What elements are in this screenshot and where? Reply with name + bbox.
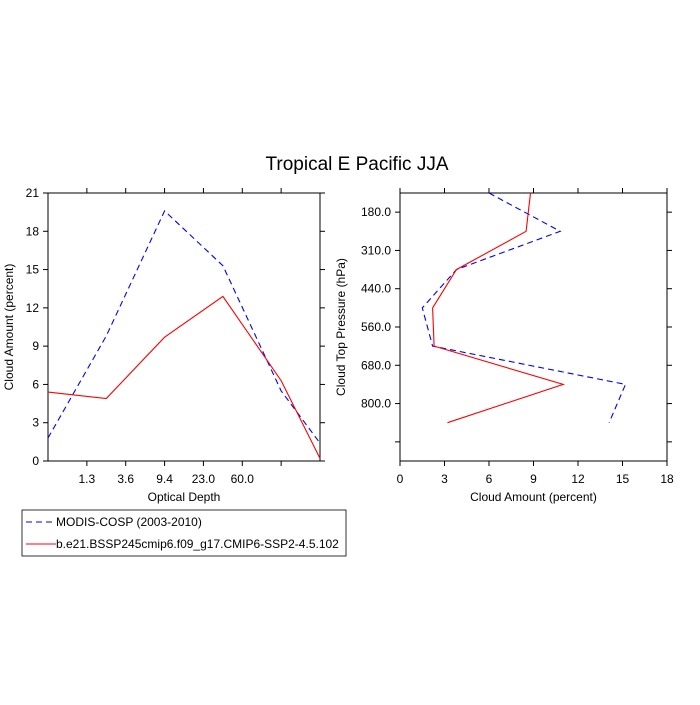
y-tick-label: 440.0 — [361, 282, 391, 296]
y-tick-label: 0 — [32, 454, 39, 468]
cloud-top-pressure-panel: 0 3 6 9 12 15 18 180.0 310.0 440.0 560.0 680.0 800.0… — [334, 188, 674, 504]
legend-label-modis: MODIS-COSP (2003-2010) — [56, 515, 202, 529]
y-tick-label: 310.0 — [361, 243, 391, 257]
x-tick-label: 15 — [616, 472, 630, 486]
y-tick-label: 680.0 — [361, 358, 391, 372]
x-tick-label: 60.0 — [231, 472, 255, 486]
y-tick-label: 6 — [32, 377, 39, 391]
series-line-modis — [421, 192, 627, 423]
y-tick-label: 18 — [26, 224, 40, 238]
x-tick-label: 6 — [486, 472, 493, 486]
y-tick-label: 3 — [32, 416, 39, 430]
legend-label-model: b.e21.BSSP245cmip6.f09_g17.CMIP6-SSP2-4.… — [56, 537, 339, 551]
y-tick-label: 15 — [26, 263, 40, 277]
x-tick-label: 18 — [660, 472, 674, 486]
plot-frame — [47, 192, 321, 462]
x-tick-label: 0 — [397, 472, 404, 486]
series-line-model — [47, 295, 321, 459]
x-tick-label: 3 — [441, 472, 448, 486]
series-line-model — [432, 192, 566, 424]
x-tick-label: 3.6 — [117, 472, 134, 486]
x-tick-label: 1.3 — [79, 472, 96, 486]
y-tick-label: 9 — [32, 339, 39, 353]
x-tick-label: 23.0 — [192, 472, 216, 486]
x-tick-label: 9 — [530, 472, 537, 486]
y-tick-label: 800.0 — [361, 397, 391, 411]
legend: MODIS-COSP (2003-2010) b.e21.BSSP245cmip… — [21, 509, 347, 557]
x-tick-label: 12 — [571, 472, 585, 486]
x-tick-label: 9.4 — [156, 472, 173, 486]
y-axis-title: Cloud Amount (percent) — [2, 264, 16, 391]
chart-title: Tropical E Pacific JJA — [265, 154, 448, 175]
y-tick-label: 21 — [26, 186, 40, 200]
series-line-modis — [47, 209, 321, 444]
y-tick-label: 12 — [26, 301, 40, 315]
optical-depth-panel: 1.3 3.6 9.4 23.0 60.0 0 3 6 9 12 15 18 21 Optical Dep… — [2, 186, 325, 504]
y-tick-label: 180.0 — [361, 205, 391, 219]
y-tick-label: 560.0 — [361, 320, 391, 334]
plot-frame — [399, 192, 668, 462]
x-axis-title: Cloud Amount (percent) — [470, 490, 597, 504]
legend-box — [21, 509, 347, 557]
y-axis-title: Cloud Top Pressure (hPa) — [334, 258, 348, 396]
x-axis-title: Optical Depth — [148, 490, 221, 504]
